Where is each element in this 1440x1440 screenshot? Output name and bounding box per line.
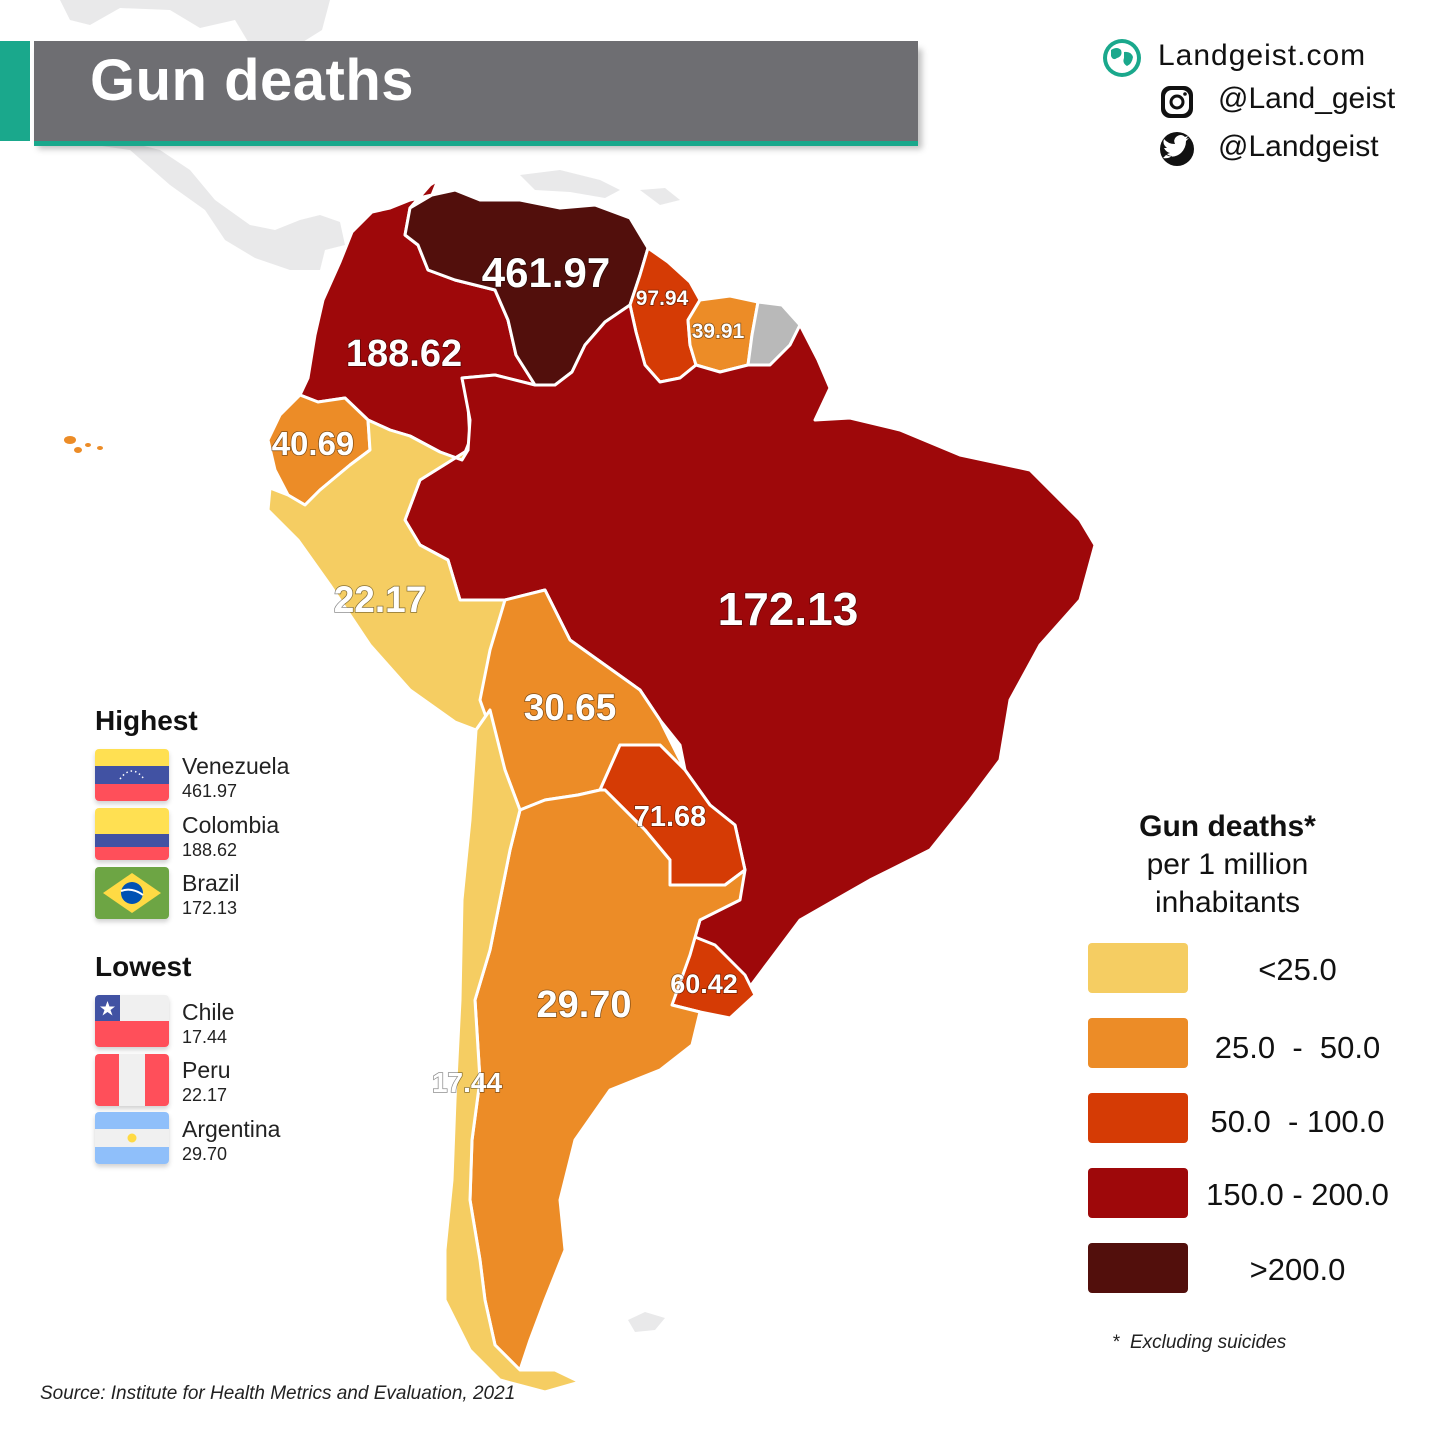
highest-3-country: Brazil: [182, 870, 240, 896]
label-colombia: 188.62: [346, 333, 462, 375]
globe-icon: [1103, 39, 1141, 77]
brand-twitter[interactable]: @Landgeist: [1218, 130, 1379, 163]
scale-subtitle-1: per 1 million: [1146, 848, 1309, 881]
label-bolivia: 30.65: [524, 687, 617, 728]
scale-label-5: >200.0: [1249, 1252, 1346, 1287]
label-suriname: 39.91: [692, 320, 745, 343]
highest-1-value: 461.97: [182, 781, 238, 801]
title-background: [34, 41, 918, 141]
scale-label-3: 50.0 - 100.0: [1210, 1104, 1385, 1139]
brand-icons: [1103, 39, 1194, 166]
argentina-flag: [95, 1112, 169, 1164]
footnote: * Excluding suicides: [1112, 1332, 1287, 1353]
scale-swatch-2: [1088, 1018, 1188, 1068]
scale-label-1: <25.0: [1258, 952, 1337, 987]
scale-swatch-4: [1088, 1168, 1188, 1218]
scale-swatch-3: [1088, 1093, 1188, 1143]
lowest-3-value: 29.70: [182, 1144, 228, 1164]
lowest-2-value: 22.17: [182, 1085, 228, 1105]
label-argentina: 29.70: [536, 984, 631, 1026]
highest-3-value: 172.13: [182, 898, 238, 918]
lowest-2-country: Peru: [182, 1057, 231, 1083]
venezuela-flag: [95, 749, 169, 801]
highest-2-country: Colombia: [182, 812, 280, 838]
highest-2-value: 188.62: [182, 840, 238, 860]
title-banner: [0, 41, 918, 145]
highest-1-country: Venezuela: [182, 753, 290, 779]
title-accent-bar: [0, 41, 30, 141]
lowest-3-country: Argentina: [182, 1116, 281, 1142]
lowest-heading: Lowest: [95, 951, 192, 982]
label-peru: 22.17: [334, 579, 427, 620]
background-landmass: [60, 0, 680, 1332]
lowest-1-country: Chile: [182, 999, 235, 1025]
label-chile: 17.44: [432, 1067, 502, 1098]
page-title: Gun deaths: [90, 48, 415, 113]
brand-site[interactable]: Landgeist.com: [1158, 39, 1367, 72]
twitter-icon: [1160, 132, 1194, 166]
label-brazil: 172.13: [718, 583, 859, 635]
chile-region: [443, 708, 582, 1394]
label-venezuela: 461.97: [482, 249, 610, 296]
brazil-flag: [95, 867, 169, 919]
scale-label-4: 150.0 - 200.0: [1206, 1177, 1389, 1212]
scale-swatch-5: [1088, 1243, 1188, 1293]
highest-heading: Highest: [95, 705, 198, 736]
lowest-1-value: 17.44: [182, 1027, 228, 1047]
chile-flag: [95, 995, 169, 1047]
scale-subtitle-2: inhabitants: [1154, 886, 1301, 919]
label-guyana: 97.94: [636, 287, 689, 310]
scale-swatch-1: [1088, 943, 1188, 993]
scale-title: Gun deaths*: [1139, 810, 1316, 843]
instagram-icon: [1161, 86, 1193, 118]
label-ecuador: 40.69: [272, 425, 355, 462]
peru-flag: [95, 1054, 169, 1106]
brand-instagram[interactable]: @Land_geist: [1218, 82, 1396, 115]
source-note: Source: Institute for Health Metrics and…: [40, 1383, 516, 1404]
label-uruguay: 60.42: [670, 969, 738, 999]
colombia-flag: [95, 808, 169, 860]
scale-label-2: 25.0 - 50.0: [1214, 1030, 1381, 1065]
galapagos-islands: [64, 436, 103, 453]
map-value-labels: 461.97 188.62 97.94 39.91 40.69 22.17 17…: [271, 248, 859, 1099]
label-paraguay: 71.68: [634, 801, 707, 833]
